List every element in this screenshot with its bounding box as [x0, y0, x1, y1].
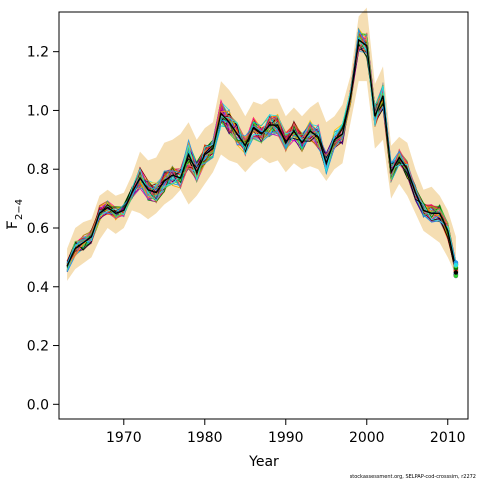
y-axis-label: F 2−4: [5, 199, 25, 229]
x-axis: 1970 1980 1990 2000 2010: [106, 419, 466, 446]
x-axis-label: Year: [248, 454, 279, 470]
y-tick-label: 0.2: [27, 339, 49, 355]
y-tick-label: 0.6: [27, 221, 49, 237]
confidence-band-layer: [67, 7, 456, 281]
series-line: [66, 32, 457, 266]
y-tick-label: 0.4: [27, 280, 49, 296]
series-lines-layer: [66, 27, 457, 277]
series-end-point: [453, 270, 459, 275]
x-tick-label: 1990: [268, 430, 304, 446]
x-tick-label: 2010: [430, 430, 466, 446]
x-tick-label: 2000: [349, 430, 385, 446]
y-axis-label-main: F: [5, 221, 21, 229]
x-tick-label: 1980: [187, 430, 223, 446]
end-points-layer: [453, 260, 459, 279]
source-caption: stockassessment.org, SELPAP-cod-crosssim…: [350, 474, 476, 480]
y-tick-label: 0.8: [27, 162, 49, 178]
series-end-point: [453, 262, 459, 268]
x-tick-label: 1970: [106, 430, 142, 446]
confidence-band: [67, 7, 456, 281]
series-line: [66, 27, 457, 264]
series-end-point: [453, 273, 459, 278]
y-tick-label: 0.0: [27, 397, 49, 413]
y-axis: 0.0 0.2 0.4 0.6 0.8 1.0 1.2: [27, 45, 59, 413]
plot-frame: [58, 11, 469, 420]
y-tick-label: 1.2: [27, 45, 49, 61]
y-tick-label: 1.0: [27, 103, 49, 119]
estimate-line: [66, 38, 457, 270]
y-axis-label-subscript: 2−4: [14, 199, 25, 220]
